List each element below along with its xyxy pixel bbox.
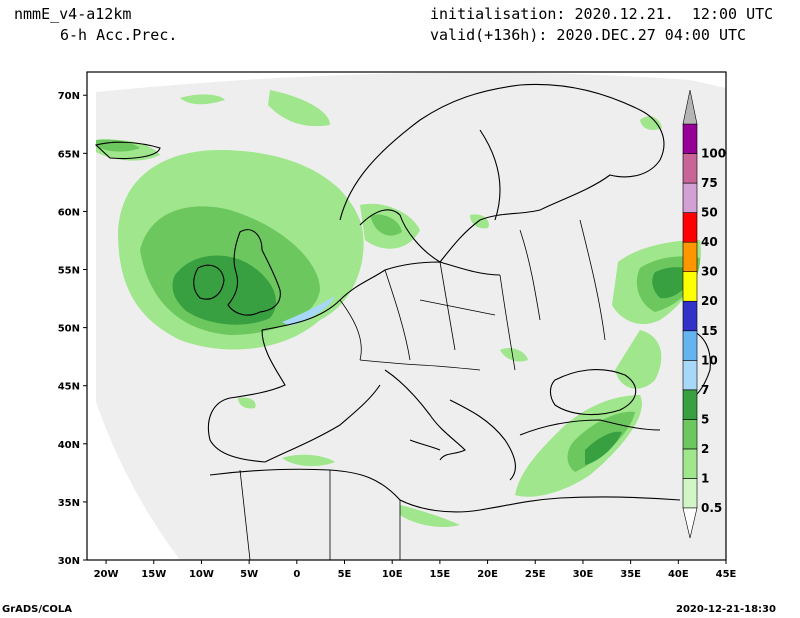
precip-blue (282, 296, 335, 326)
footer-timestamp: 2020-12-21-18:30 (676, 604, 776, 615)
lon-axis: 20W 15W 10W 5W 0 5E 10E 15E 20E 25E 30E 35E 40E 45E (94, 560, 737, 580)
model-name: nmmE_v4-a12km (14, 5, 132, 23)
legend-label: 75 (701, 176, 718, 190)
lon-label: 30E (573, 569, 594, 580)
legend-swatch (682, 330, 698, 361)
plot-frame (86, 71, 727, 561)
valid-time: valid(+136h): 2020.DEC.27 04:00 UTC (430, 26, 747, 44)
legend-swatch (682, 182, 698, 213)
legend-label: 10 (701, 353, 718, 367)
lon-label: 0 (293, 569, 300, 580)
legend-label: 40 (701, 235, 718, 249)
legend-over-arrow (682, 89, 698, 125)
lat-axis: 30N 35N 40N 45N 50N 55N 60N 65N 70N (58, 91, 87, 567)
legend-swatch (682, 241, 698, 272)
lon-label: 10E (382, 569, 403, 580)
lat-label: 55N (58, 266, 80, 277)
lon-label: 25E (525, 569, 546, 580)
lat-label: 45N (58, 382, 80, 393)
lon-label: 40E (668, 569, 689, 580)
legend-swatch (682, 300, 698, 332)
lat-label: 40N (58, 440, 80, 451)
legend-label: 100 (701, 147, 726, 161)
lon-label: 35E (620, 569, 641, 580)
lon-label: 20W (94, 569, 119, 580)
legend-label: 15 (701, 324, 718, 338)
legend-swatch (682, 448, 698, 479)
lon-label: 15E (430, 569, 451, 580)
legend-swatch (682, 478, 698, 509)
legend-under-arrow (682, 507, 698, 539)
lat-label: 65N (58, 149, 80, 160)
lat-label: 30N (58, 556, 80, 567)
legend-label: 20 (701, 294, 718, 308)
lat-label: 70N (58, 91, 80, 102)
lon-label: 10W (189, 569, 214, 580)
legend-swatch (682, 212, 698, 243)
legend-swatch (682, 389, 698, 420)
color-legend: 0.5 1 2 5 7 10 15 20 30 40 50 75 100 (682, 89, 726, 539)
legend-label: 30 (701, 265, 718, 279)
legend-swatch (682, 153, 698, 184)
legend-label: 1 (701, 471, 709, 485)
legend-label: 2 (701, 442, 709, 456)
borders (239, 219, 606, 561)
legend-label: 50 (701, 206, 718, 220)
legend-label: 7 (701, 383, 709, 397)
lon-label: 20E (477, 569, 498, 580)
variable-name: 6-h Acc.Prec. (60, 26, 178, 44)
legend-swatch (682, 123, 698, 154)
lon-label: 5W (240, 569, 258, 580)
legend-label: 5 (701, 412, 709, 426)
lon-label: 5E (338, 569, 352, 580)
lon-label: 15W (141, 569, 166, 580)
legend-swatch (682, 271, 698, 302)
lat-label: 50N (58, 324, 80, 335)
legend-swatch (682, 360, 698, 391)
footer-software: GrADS/COLA (2, 604, 72, 615)
legend-swatch (682, 419, 698, 450)
precip-heavy (172, 255, 694, 465)
lon-label: 45E (716, 569, 737, 580)
lat-label: 60N (58, 207, 80, 218)
init-time: initialisation: 2020.12.21. 12:00 UTC (430, 5, 774, 23)
lat-label: 35N (58, 498, 80, 509)
legend-label: 0.5 (701, 501, 722, 515)
